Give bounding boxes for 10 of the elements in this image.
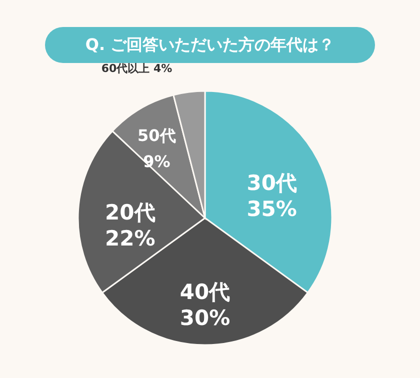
slice-label: 30代 [246, 170, 297, 195]
data-label: 22% [105, 226, 156, 250]
slice-label: 20代 [105, 200, 156, 224]
data-label: 30% [180, 306, 230, 330]
slice-label: 50代 [138, 126, 176, 146]
chart-title: Q. ご回答いただいた方の年代は？ [45, 27, 375, 63]
data-label: 9% [143, 152, 170, 172]
data-label: 35% [246, 196, 297, 221]
slice-label: 60代以上 4% [101, 62, 172, 76]
slice-label: 40代 [180, 280, 230, 304]
